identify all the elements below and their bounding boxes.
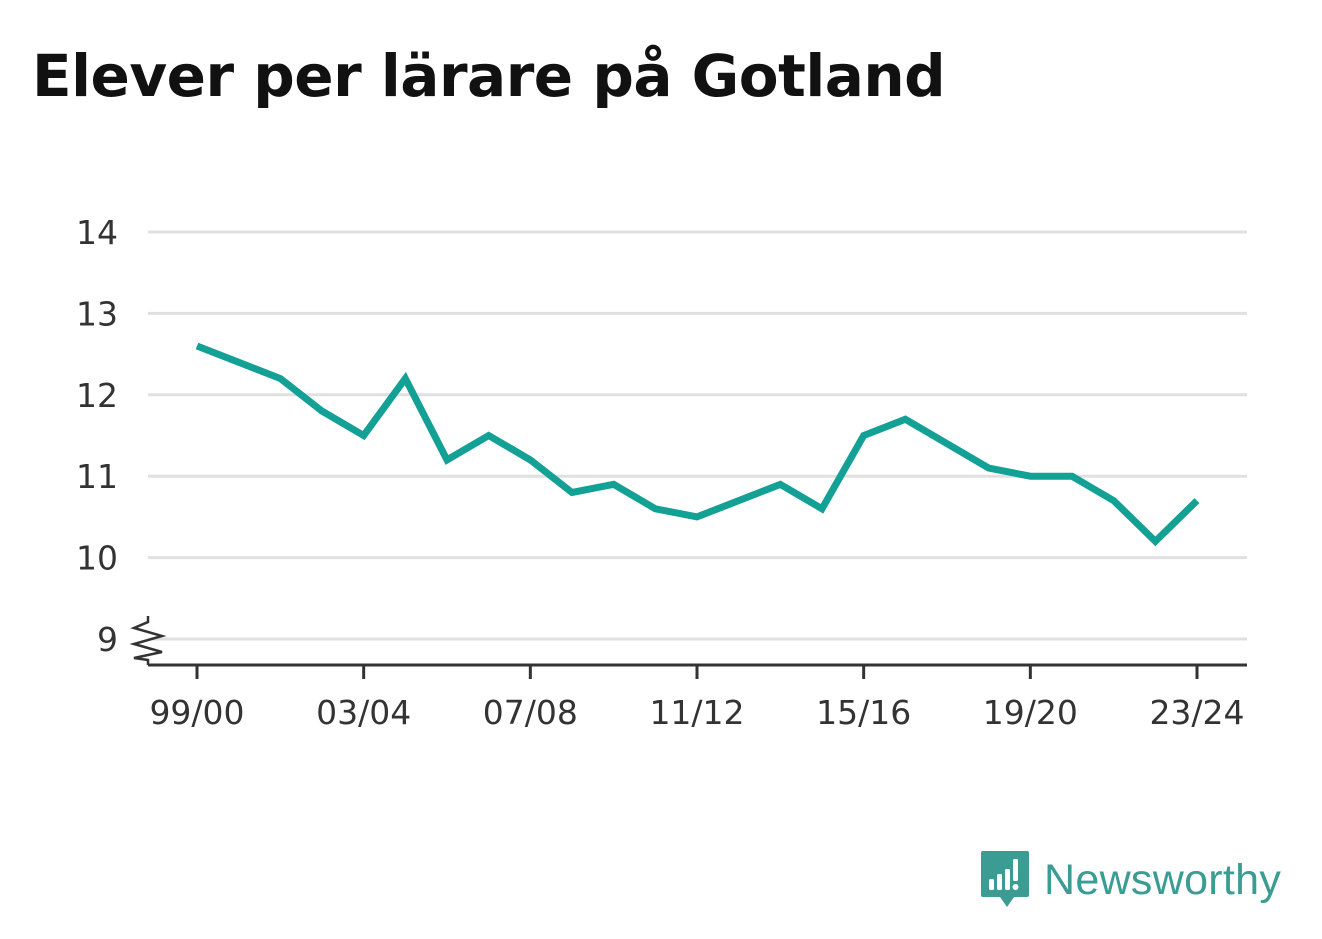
x-tick-label: 19/20 <box>983 693 1078 732</box>
data-point-22/23 <box>1152 538 1159 545</box>
data-point-02/03 <box>319 408 326 415</box>
x-axis-tick-labels: 99/00 03/04 07/08 11/12 15/16 19/20 23/24 <box>149 693 1244 732</box>
data-point-23/24 <box>1194 497 1201 504</box>
data-point-15/16 <box>860 432 867 439</box>
data-point-01/02 <box>277 375 284 382</box>
y-tick-label-10: 10 <box>76 539 118 578</box>
y-tick-label-11: 11 <box>76 457 118 496</box>
x-tick-label: 99/00 <box>149 693 244 732</box>
newsworthy-brand: Newsworthy <box>980 848 1281 912</box>
data-point-13/14 <box>777 481 784 488</box>
gridlines <box>148 230 1247 641</box>
y-axis-break-icon <box>129 616 167 665</box>
data-point-06/07 <box>485 432 492 439</box>
data-point-99/00 <box>194 342 201 349</box>
data-point-20/21 <box>1069 473 1076 480</box>
data-point-17/18 <box>944 440 951 447</box>
y-tick-label-14: 14 <box>76 213 118 252</box>
x-tick-label: 11/12 <box>649 693 744 732</box>
series-line-0 <box>195 342 1200 547</box>
data-point-08/09 <box>569 489 576 496</box>
x-tick-label: 03/04 <box>316 693 411 732</box>
data-point-05/06 <box>444 456 451 463</box>
y-tick-label-13: 13 <box>76 294 118 333</box>
y-tick-label-9: 9 <box>97 620 118 659</box>
data-point-21/22 <box>1110 497 1117 504</box>
data-point-04/05 <box>402 375 409 382</box>
data-point-16/17 <box>902 416 909 423</box>
x-tick-label: 23/24 <box>1149 693 1244 732</box>
data-point-09/10 <box>610 481 617 488</box>
brand-name: Newsworthy <box>1044 855 1282 904</box>
data-point-19/20 <box>1027 473 1034 480</box>
series-layer <box>194 342 1201 547</box>
x-tick-label: 07/08 <box>483 693 578 732</box>
chart-title: Elever per lärare på Gotland <box>32 42 946 110</box>
newsworthy-logo-icon <box>981 851 1029 907</box>
data-point-11/12 <box>694 513 701 520</box>
y-tick-label-12: 12 <box>76 376 118 415</box>
x-tick-label: 15/16 <box>816 693 911 732</box>
data-point-12/13 <box>735 497 742 504</box>
data-point-18/19 <box>985 465 992 472</box>
y-axis-tick-labels: 9 10 11 12 13 14 <box>76 213 118 659</box>
data-point-00/01 <box>235 359 242 366</box>
data-point-14/15 <box>819 505 826 512</box>
x-axis <box>129 616 1247 679</box>
data-point-10/11 <box>652 505 659 512</box>
data-point-03/04 <box>360 432 367 439</box>
data-point-07/08 <box>527 456 534 463</box>
